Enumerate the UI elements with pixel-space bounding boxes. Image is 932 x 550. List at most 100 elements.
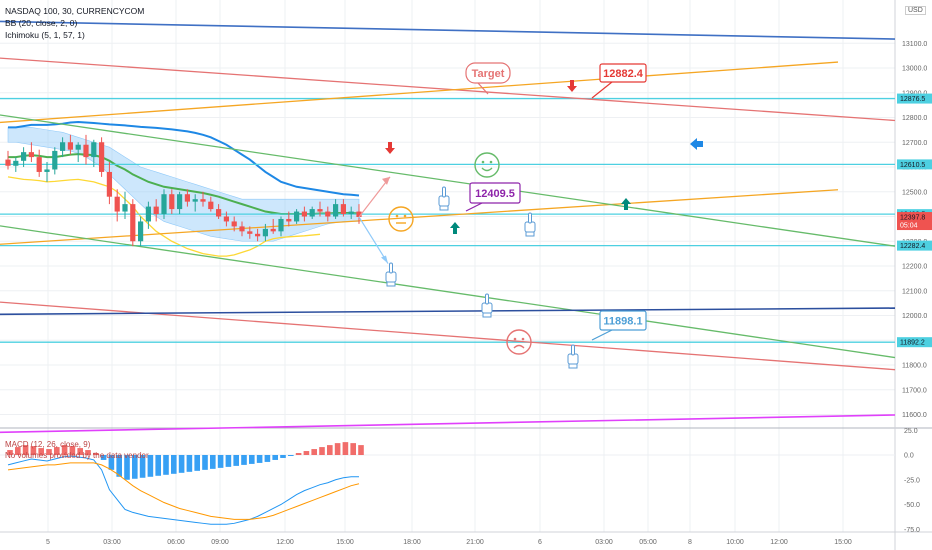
- macd-hist-bar: [163, 455, 169, 475]
- eye: [403, 214, 407, 218]
- macd-hist-bar: [132, 455, 138, 479]
- macd-hist-bar: [22, 445, 29, 455]
- macd-tick-label: 25.0: [904, 428, 918, 435]
- macd-hist-bar: [272, 455, 278, 460]
- callout-box: [599, 63, 647, 83]
- candle-body: [161, 194, 167, 215]
- callout-pointer: [465, 202, 483, 212]
- price-tag: 12876.5: [897, 93, 932, 104]
- price-tag: 12610.5: [897, 159, 932, 170]
- candle-body: [52, 150, 58, 170]
- hand-cuff: [568, 363, 578, 369]
- macd-hist-bar: [108, 455, 115, 470]
- macd-hist-bar: [256, 455, 263, 463]
- candle-body: [5, 159, 11, 166]
- trend-line-green-lower: [0, 225, 896, 359]
- candle-body: [91, 142, 97, 158]
- callout-pointer: [591, 329, 613, 341]
- price-tag: 12397.805:04: [897, 212, 932, 231]
- candle-body: [184, 194, 190, 202]
- arrow-up-icon: [621, 198, 631, 210]
- macd-hist-bar: [210, 455, 216, 469]
- time-tick-label: 05:00: [639, 539, 657, 546]
- candle-body: [239, 226, 245, 232]
- candle-body: [75, 144, 81, 150]
- time-tick-label: 18:00: [403, 539, 421, 546]
- price-tag: 11892.2: [897, 337, 932, 348]
- price-tag-bg: [897, 93, 932, 104]
- macd-hist-bar: [233, 455, 239, 466]
- candle-body: [200, 199, 206, 202]
- macd-hist-bar: [69, 446, 76, 455]
- price-tag-bg: [897, 212, 932, 231]
- macd-hist-bar: [288, 455, 294, 456]
- candle-body: [145, 206, 151, 222]
- price-tick-label: 12000.0: [902, 313, 927, 320]
- candle-body: [28, 152, 34, 158]
- macd-hist-bar: [155, 455, 161, 476]
- macd-tick-label: -25.0: [904, 477, 920, 484]
- time-tick-label: 8: [688, 539, 692, 546]
- pointing-hand-icon: [524, 212, 536, 237]
- projection-arrow-down: [358, 216, 389, 264]
- price-tick-label: 12800.0: [902, 115, 927, 122]
- price-tick-label: 11700.0: [902, 387, 927, 394]
- candle-body: [278, 218, 284, 232]
- eye: [489, 160, 493, 164]
- eye: [521, 337, 525, 341]
- time-tick-label: 21:00: [466, 539, 484, 546]
- hand-finger: [485, 293, 489, 305]
- macd-hist-bar: [202, 455, 208, 470]
- price-tag-text: 12397.8: [900, 215, 925, 222]
- macd-hist-bar: [46, 449, 52, 455]
- price-tag-text: 12876.5: [900, 96, 925, 103]
- candle-body: [169, 194, 175, 210]
- price-tag-bg: [897, 240, 932, 251]
- candle-body: [130, 204, 136, 242]
- hand-cuff: [439, 205, 449, 211]
- macd-hist-bar: [15, 447, 21, 455]
- face-outline: [474, 152, 500, 178]
- candle-body: [255, 233, 261, 237]
- candle-body: [348, 211, 354, 215]
- candle-body: [262, 228, 268, 237]
- callout-11898: 11898.1: [591, 310, 647, 341]
- price-tick-label: 13000.0: [902, 66, 927, 73]
- candle-body: [122, 204, 128, 212]
- macd-hist-bar: [178, 455, 185, 473]
- macd-hist-bar: [139, 455, 146, 478]
- trend-line-orange-upper: [0, 61, 839, 124]
- pointing-hand-icon: [385, 262, 397, 287]
- macd-hist-bar: [30, 446, 37, 455]
- callout-12882: 12882.4: [591, 63, 647, 99]
- macd-hist-bar: [61, 445, 68, 455]
- callout-box: [599, 310, 647, 331]
- macd-hist-bar: [225, 455, 232, 467]
- candle-body: [333, 204, 339, 217]
- macd-hist-bar: [194, 455, 200, 471]
- price-tag: 12282.4: [897, 240, 932, 251]
- candle-body: [106, 171, 112, 197]
- candle-body: [216, 209, 222, 217]
- time-tick-label: 09:00: [211, 539, 229, 546]
- pointing-hand-icon: [438, 186, 450, 211]
- trend-line-red-upper: [0, 57, 896, 122]
- trend-line-red-lower: [0, 301, 896, 371]
- currency-badge[interactable]: USD: [905, 6, 926, 15]
- callout-text: 12882.4: [603, 68, 644, 80]
- macd-indicator-label: MACD (12, 26, close, 9): [5, 440, 91, 449]
- arrow-left-icon: [690, 138, 703, 150]
- macd-hist-bar: [124, 455, 130, 480]
- eye: [513, 337, 517, 341]
- callout-text: 12409.5: [475, 188, 515, 200]
- price-tag-text: 11892.2: [900, 340, 925, 347]
- arrow-up-icon: [450, 222, 460, 234]
- time-tick-label: 03:00: [103, 539, 121, 546]
- macd-tick-label: 0.0: [904, 453, 914, 460]
- macd-hist-bar: [77, 448, 83, 455]
- macd-signal-line: [7, 462, 360, 520]
- candle-body: [138, 221, 144, 242]
- volume-note: No volumes provided by the data vendor: [5, 451, 149, 460]
- trend-line-magenta: [0, 414, 896, 434]
